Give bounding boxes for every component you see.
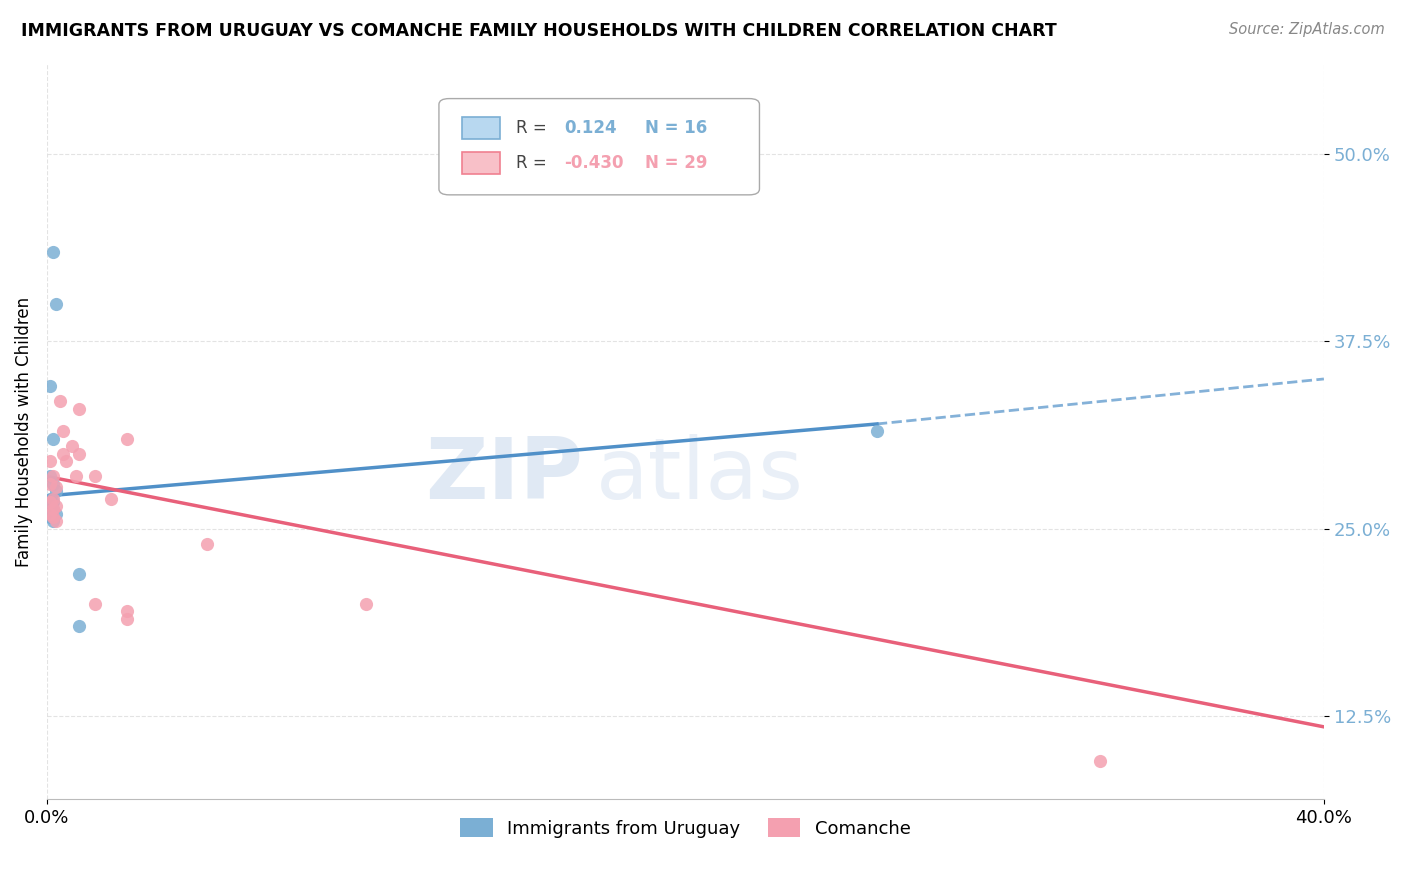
FancyBboxPatch shape: [439, 99, 759, 194]
Point: [42, 469, 65, 483]
Point: [39, 491, 62, 506]
Point: [866, 425, 889, 439]
FancyBboxPatch shape: [463, 117, 501, 139]
Text: IMMIGRANTS FROM URUGUAY VS COMANCHE FAMILY HOUSEHOLDS WITH CHILDREN CORRELATION : IMMIGRANTS FROM URUGUAY VS COMANCHE FAMI…: [21, 22, 1057, 40]
Point: [39, 469, 62, 483]
Text: N = 29: N = 29: [644, 154, 707, 172]
Text: Source: ZipAtlas.com: Source: ZipAtlas.com: [1229, 22, 1385, 37]
Point: [39, 379, 62, 393]
Point: [45, 507, 67, 521]
Point: [67, 447, 90, 461]
Point: [354, 597, 377, 611]
Point: [45, 297, 67, 311]
Text: R =: R =: [516, 119, 547, 137]
Point: [83, 469, 105, 483]
Text: -0.430: -0.430: [564, 154, 624, 172]
Point: [39, 507, 62, 521]
Point: [42, 491, 65, 506]
Point: [48, 394, 70, 409]
Text: ZIP: ZIP: [426, 434, 583, 517]
Point: [115, 432, 138, 446]
Point: [42, 502, 65, 516]
Point: [52, 447, 75, 461]
Point: [100, 491, 122, 506]
Point: [62, 439, 84, 453]
Point: [115, 604, 138, 618]
Point: [55, 454, 77, 468]
Point: [39, 477, 62, 491]
Point: [195, 537, 218, 551]
Point: [45, 515, 67, 529]
Y-axis label: Family Households with Children: Family Households with Children: [15, 296, 32, 566]
Point: [67, 401, 90, 416]
Point: [42, 515, 65, 529]
Point: [67, 566, 90, 581]
Text: N = 16: N = 16: [644, 119, 707, 137]
Text: 0.124: 0.124: [564, 119, 617, 137]
Point: [45, 484, 67, 499]
Legend: Immigrants from Uruguay, Comanche: Immigrants from Uruguay, Comanche: [453, 811, 918, 845]
Point: [39, 454, 62, 468]
Point: [39, 495, 62, 509]
Point: [39, 510, 62, 524]
Point: [1090, 755, 1112, 769]
Text: R =: R =: [516, 154, 547, 172]
Point: [83, 597, 105, 611]
Point: [45, 500, 67, 514]
Point: [42, 502, 65, 516]
Point: [42, 495, 65, 509]
Point: [42, 510, 65, 524]
FancyBboxPatch shape: [463, 153, 501, 174]
Point: [42, 244, 65, 259]
Point: [67, 619, 90, 633]
Point: [52, 425, 75, 439]
Point: [115, 612, 138, 626]
Point: [65, 469, 87, 483]
Point: [42, 432, 65, 446]
Text: atlas: atlas: [596, 434, 804, 517]
Point: [39, 500, 62, 514]
Point: [42, 477, 65, 491]
Point: [45, 480, 67, 494]
